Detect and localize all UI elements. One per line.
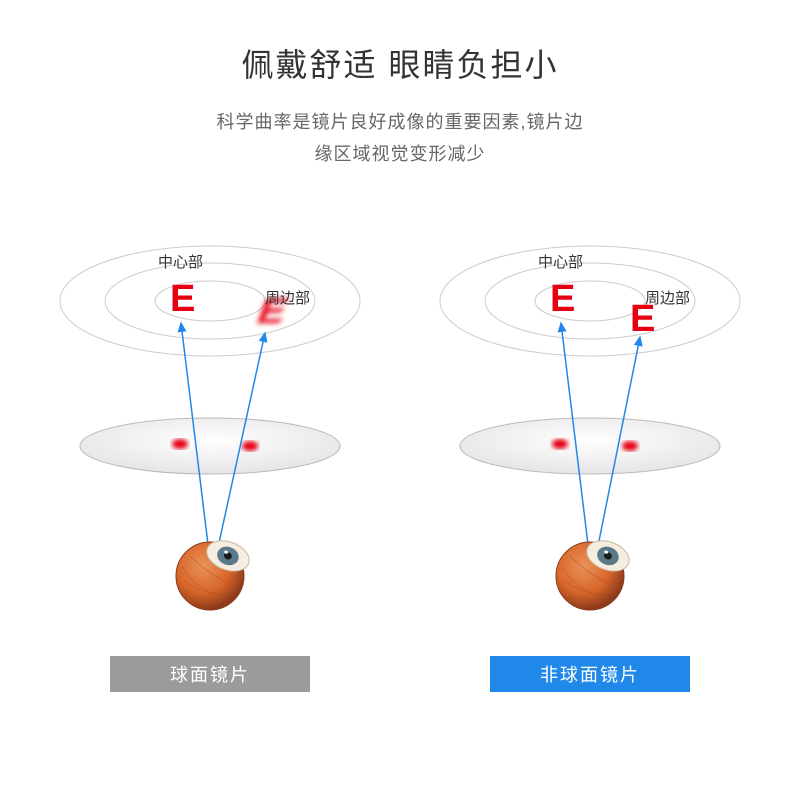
center-e-left: E	[170, 278, 195, 320]
aspherical-label-bar: 非球面镜片	[490, 656, 690, 692]
center-e-right: E	[550, 278, 575, 320]
periphery-label-left: 周边部	[265, 287, 310, 308]
focus-dot-periphery-right	[622, 441, 638, 451]
center-label-left: 中心部	[158, 251, 203, 272]
lens-disc-right	[460, 418, 720, 474]
eyeball-left	[176, 535, 253, 610]
diagram-row: 中心部 周边部	[0, 231, 800, 692]
periphery-label-right: 周边部	[645, 287, 690, 308]
focus-dot-periphery-left	[242, 441, 258, 451]
diagram-aspherical: 中心部 周边部	[430, 231, 750, 692]
main-title: 佩戴舒适 眼睛负担小	[0, 0, 800, 86]
aspherical-svg: E E	[430, 231, 750, 651]
eyeball-right	[556, 535, 633, 610]
center-label-right: 中心部	[538, 251, 583, 272]
spherical-svg: E E	[50, 231, 370, 651]
focus-dot-center-right	[552, 439, 568, 449]
subtitle: 科学曲率是镜片良好成像的重要因素,镜片边 缘区域视觉变形减少	[0, 106, 800, 171]
subtitle-line2: 缘区域视觉变形减少	[315, 144, 486, 164]
lens-disc-left	[80, 418, 340, 474]
spherical-label-bar: 球面镜片	[110, 656, 310, 692]
focus-dot-center-left	[172, 439, 188, 449]
diagram-spherical: 中心部 周边部	[50, 231, 370, 692]
subtitle-line1: 科学曲率是镜片良好成像的重要因素,镜片边	[217, 112, 584, 132]
